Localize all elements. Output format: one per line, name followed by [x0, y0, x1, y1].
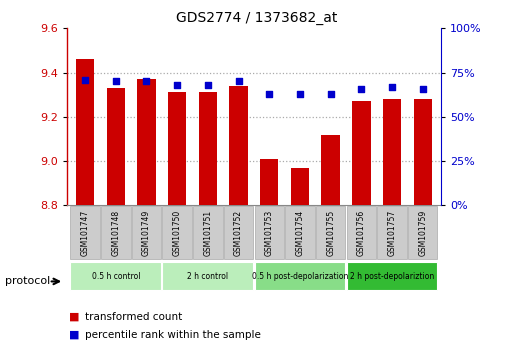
- Text: GSM101759: GSM101759: [418, 210, 427, 256]
- Bar: [76, 59, 94, 205]
- Point: [388, 84, 396, 90]
- Text: GSM101747: GSM101747: [81, 210, 90, 256]
- Text: GSM101755: GSM101755: [326, 210, 335, 256]
- Point: [234, 79, 243, 84]
- FancyBboxPatch shape: [101, 206, 130, 259]
- FancyBboxPatch shape: [224, 206, 253, 259]
- FancyBboxPatch shape: [70, 206, 100, 259]
- Bar: [352, 101, 370, 205]
- Text: 0.5 h control: 0.5 h control: [91, 272, 140, 281]
- FancyBboxPatch shape: [254, 262, 345, 290]
- Text: GSM101756: GSM101756: [357, 210, 366, 256]
- Text: GSM101757: GSM101757: [387, 210, 397, 256]
- Point: [204, 82, 212, 88]
- Text: 2 h control: 2 h control: [187, 272, 228, 281]
- Point: [327, 91, 335, 97]
- FancyBboxPatch shape: [347, 206, 376, 259]
- Text: GSM101753: GSM101753: [265, 210, 274, 256]
- FancyBboxPatch shape: [285, 206, 314, 259]
- Bar: [291, 168, 309, 205]
- Text: percentile rank within the sample: percentile rank within the sample: [85, 330, 261, 339]
- Point: [296, 91, 304, 97]
- FancyBboxPatch shape: [132, 206, 161, 259]
- Text: 2 h post-depolariztion: 2 h post-depolariztion: [350, 272, 434, 281]
- FancyBboxPatch shape: [316, 206, 345, 259]
- Bar: [107, 88, 125, 205]
- Text: transformed count: transformed count: [85, 312, 182, 322]
- Point: [112, 79, 120, 84]
- Point: [419, 86, 427, 91]
- Text: GSM101750: GSM101750: [173, 210, 182, 256]
- FancyBboxPatch shape: [378, 206, 407, 259]
- Bar: [229, 86, 248, 205]
- Text: GSM101752: GSM101752: [234, 210, 243, 256]
- Text: GSM101754: GSM101754: [295, 210, 305, 256]
- Bar: [199, 92, 217, 205]
- Point: [143, 79, 151, 84]
- FancyBboxPatch shape: [163, 262, 253, 290]
- Bar: [137, 79, 156, 205]
- Text: 0.5 h post-depolarization: 0.5 h post-depolarization: [252, 272, 348, 281]
- FancyBboxPatch shape: [163, 206, 192, 259]
- FancyBboxPatch shape: [70, 262, 161, 290]
- Text: ■: ■: [69, 330, 80, 339]
- Text: GDS2774 / 1373682_at: GDS2774 / 1373682_at: [176, 11, 337, 25]
- FancyBboxPatch shape: [193, 206, 223, 259]
- FancyBboxPatch shape: [254, 206, 284, 259]
- Point: [173, 82, 181, 88]
- Text: GSM101749: GSM101749: [142, 210, 151, 256]
- Point: [357, 86, 365, 91]
- FancyBboxPatch shape: [408, 206, 438, 259]
- Point: [265, 91, 273, 97]
- Bar: [322, 135, 340, 205]
- Text: protocol: protocol: [5, 276, 50, 286]
- Point: [81, 77, 89, 82]
- Text: ■: ■: [69, 312, 80, 322]
- Text: GSM101751: GSM101751: [203, 210, 212, 256]
- Bar: [260, 159, 279, 205]
- Text: GSM101748: GSM101748: [111, 210, 121, 256]
- Bar: [383, 99, 401, 205]
- FancyBboxPatch shape: [347, 262, 438, 290]
- Bar: [413, 99, 432, 205]
- Bar: [168, 92, 186, 205]
